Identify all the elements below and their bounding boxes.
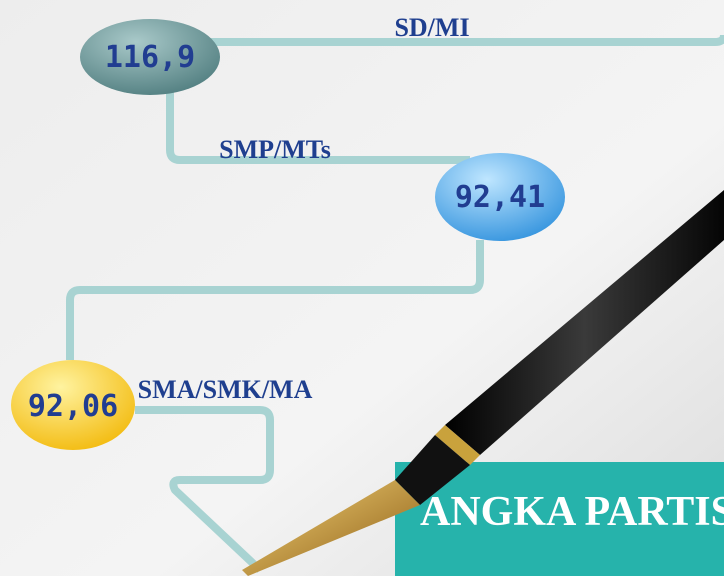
level-label: SMA/SMK/MA	[138, 375, 313, 404]
level-label: SMP/MTs	[219, 135, 331, 164]
value: 116,9	[105, 40, 195, 75]
value: 92,06	[28, 389, 118, 424]
value: 92,41	[455, 180, 545, 215]
infographic: SD/MI SMP/MTs SMA/SMK/MA 116,9 92,41 92,…	[0, 0, 724, 576]
level-label: SD/MI	[394, 13, 469, 42]
banner-title: ANGKA PARTISIP	[420, 489, 724, 535]
